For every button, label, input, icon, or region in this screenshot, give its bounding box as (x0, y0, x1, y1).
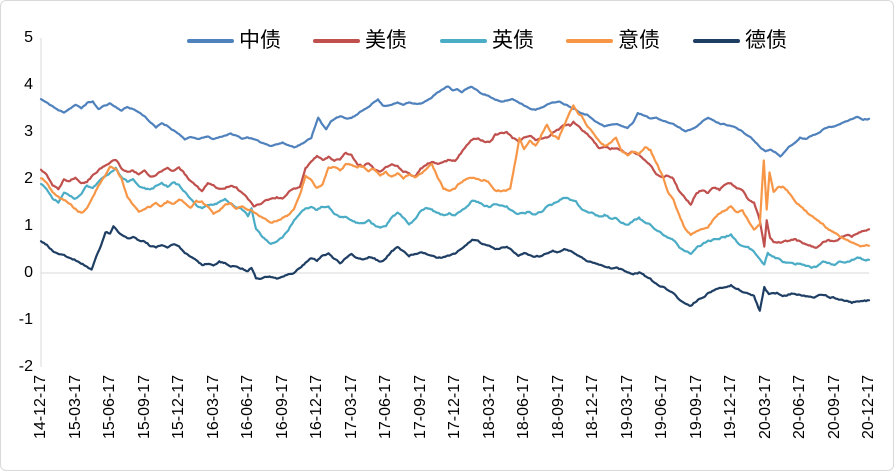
y-tick-label: 3 (24, 123, 33, 140)
legend-label-us-bond: 美债 (365, 29, 407, 52)
legend-item-china-bond: 中债 (187, 27, 281, 55)
legend-item-germany-bond: 德债 (693, 27, 787, 55)
x-tick-label: 14-12-17 (32, 375, 49, 440)
x-tick-label: 17-06-17 (377, 375, 394, 440)
legend-label-italy-bond: 意债 (618, 29, 660, 52)
x-tick-label: 16-03-17 (204, 375, 222, 440)
series-line-us-bond (39, 120, 871, 249)
germany-line-swatch-icon (693, 39, 740, 43)
x-tick-label: 19-06-17 (653, 375, 670, 440)
y-tick-label: -1 (18, 311, 33, 328)
x-tick-label: 17-09-17 (411, 375, 429, 440)
y-tick-label: 5 (24, 29, 33, 46)
legend-label-uk-bond: 英债 (492, 29, 534, 52)
x-tick-label: 20-12-17 (860, 375, 877, 440)
us-line-swatch-icon (313, 39, 360, 43)
x-tick-label: 19-12-17 (722, 375, 739, 440)
series-line-italy-bond (39, 104, 871, 248)
series-line-germany-bond (39, 225, 871, 312)
legend-label-china-bond: 中债 (239, 29, 281, 52)
y-tick-label: 0 (24, 264, 33, 281)
x-tick-label: 20-06-17 (791, 375, 808, 440)
x-tick-label: 15-03-17 (66, 375, 84, 440)
legend-label-germany-bond: 德债 (745, 29, 787, 52)
china-line-swatch-icon (187, 39, 234, 43)
y-tick-label: 4 (24, 76, 33, 93)
legend: 中债 美债 英债 意债 德债 (1, 27, 893, 55)
x-tick-label: 16-12-17 (308, 375, 325, 440)
x-tick-label: 15-06-17 (101, 375, 118, 440)
series-line-china-bond (39, 85, 871, 158)
y-axis-labels: 5 4 3 2 1 0 -1 -2 (1, 1, 33, 470)
x-tick-label: 16-06-17 (239, 375, 256, 440)
series-line-uk-bond (39, 166, 871, 269)
x-tick-label: 18-09-17 (549, 375, 567, 440)
uk-line-swatch-icon (440, 39, 487, 43)
y-tick-label: 2 (24, 170, 33, 187)
x-tick-label: 19-09-17 (687, 375, 705, 440)
x-tick-label: 18-06-17 (515, 375, 532, 440)
x-tick-label: 16-09-17 (273, 375, 291, 440)
x-tick-label: 19-03-17 (618, 375, 636, 440)
y-tick-label: -2 (18, 358, 33, 375)
y-tick-label: 1 (24, 217, 33, 234)
x-tick-label: 18-12-17 (584, 375, 601, 440)
x-tick-label: 17-12-17 (446, 375, 463, 440)
legend-item-us-bond: 美债 (313, 27, 407, 55)
x-tick-label: 17-03-17 (342, 375, 360, 440)
x-tick-label: 15-12-17 (170, 375, 187, 440)
x-tick-label: 18-03-17 (480, 375, 498, 440)
legend-item-uk-bond: 英债 (440, 27, 534, 55)
x-tick-label: 15-09-17 (135, 375, 153, 440)
x-tick-label: 20-09-17 (825, 375, 843, 440)
x-tick-label: 20-03-17 (756, 375, 774, 440)
italy-line-swatch-icon (566, 39, 613, 43)
legend-item-italy-bond: 意债 (566, 27, 660, 55)
